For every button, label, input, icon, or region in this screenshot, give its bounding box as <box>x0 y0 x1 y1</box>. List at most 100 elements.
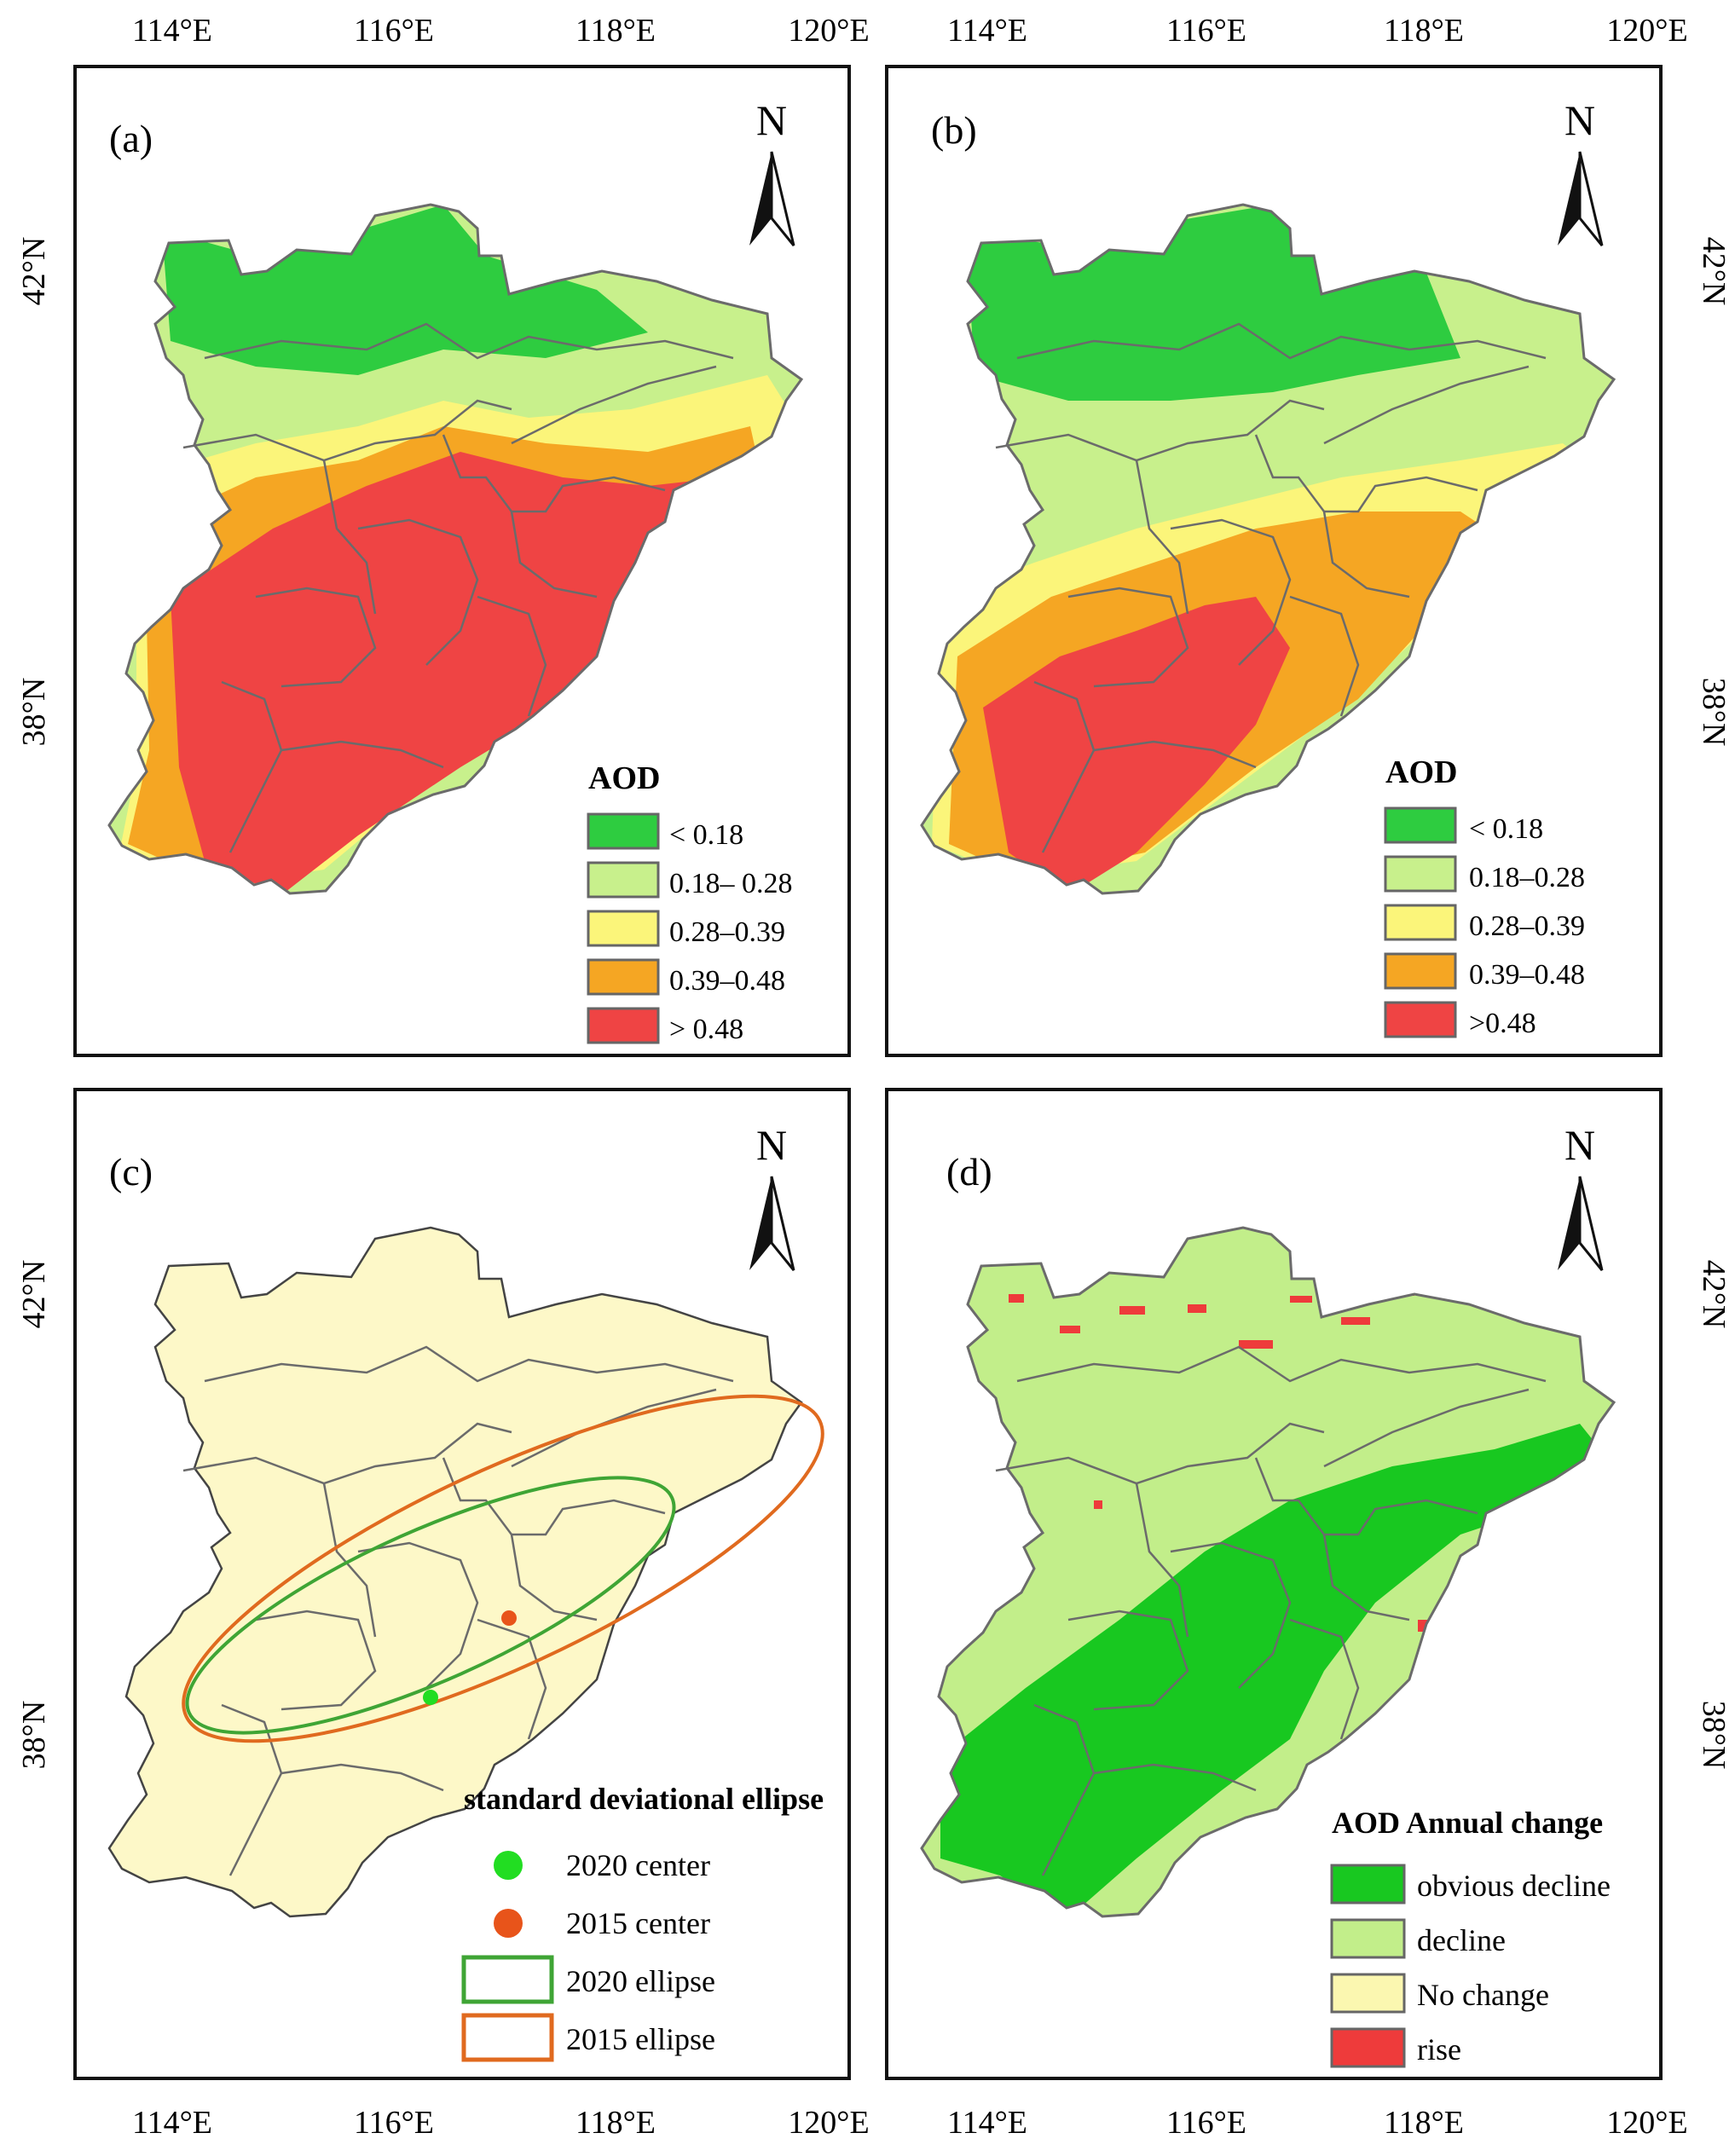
lon-tick: 120°E <box>1606 13 1687 49</box>
lon-tick: 118°E <box>1384 2105 1464 2141</box>
legend-swatch <box>461 1955 554 2004</box>
center-2015-marker <box>501 1610 517 1626</box>
legend-item: 2020 center <box>494 1848 710 1882</box>
legend-dot <box>494 1909 523 1938</box>
lon-tick: 114°E <box>132 13 212 49</box>
panel-a: (a) N AOD < 0.18 0.18– 0.28 0.28–0.39 0.… <box>73 65 851 1057</box>
legend-a: AOD < 0.18 0.18– 0.28 0.28–0.39 0.39–0.4… <box>587 760 793 1045</box>
panel-label: (a) <box>109 117 153 160</box>
legend-label: 0.28–0.39 <box>1469 910 1585 942</box>
legend-label: 2020 center <box>566 1848 710 1882</box>
legend-swatch <box>587 910 660 947</box>
legend-c: standard deviational ellipse 2020 center… <box>461 1782 824 2062</box>
legend-title: AOD <box>1385 754 1457 790</box>
legend-d: AOD Annual change obvious decline declin… <box>1330 1806 1611 2068</box>
legend-item: 0.39–0.48 <box>1384 952 1585 991</box>
ellipse-2020 <box>185 1476 676 1735</box>
legend-label: 0.18– 0.28 <box>669 868 793 899</box>
legend-label: >0.48 <box>1469 1008 1536 1039</box>
legend-item: 0.18– 0.28 <box>587 861 793 899</box>
ellipse-2015 <box>182 1394 824 1743</box>
lon-tick: 116°E <box>354 2105 434 2141</box>
top-longitude-ticks: 114°E 116°E 118°E 120°E 114°E 116°E 118°… <box>132 13 1688 49</box>
legend-swatch <box>1330 1973 1406 2014</box>
lon-tick: 120°E <box>788 2105 869 2141</box>
legend-label: 0.39–0.48 <box>669 965 785 997</box>
lon-tick: 116°E <box>1166 2105 1246 2141</box>
legend-item: decline <box>1330 1918 1506 1959</box>
lon-tick: 118°E <box>1384 13 1464 49</box>
legend-title: AOD Annual change <box>1332 1806 1603 1840</box>
legend-title: AOD <box>588 760 660 796</box>
center-2020-marker <box>423 1690 438 1705</box>
north-label: N <box>756 96 787 144</box>
legend-b: AOD < 0.18 0.18–0.28 0.28–0.39 0.39–0.48… <box>1384 754 1585 1039</box>
lat-tick: 42°N <box>16 1260 52 1329</box>
panel-label: (c) <box>109 1150 153 1194</box>
legend-label: > 0.48 <box>669 1014 743 1045</box>
panel-d: (d) N AOD Annual change obvious decline … <box>885 1088 1663 2080</box>
legend-swatch <box>1384 855 1457 893</box>
zone-gt-048 <box>171 452 725 893</box>
legend-swatch <box>587 1007 660 1044</box>
lon-tick: 120°E <box>788 13 869 49</box>
lat-tick: 42°N <box>1696 237 1732 306</box>
legend-label: 2015 center <box>566 1906 710 1940</box>
legend-item: No change <box>1330 1973 1549 2014</box>
legend-swatch <box>1384 952 1457 990</box>
legend-item: obvious decline <box>1330 1864 1611 1905</box>
legend-dot <box>494 1851 523 1880</box>
legend-swatch <box>587 958 660 996</box>
legend-swatch <box>1384 1001 1457 1038</box>
legend-item: 2015 center <box>494 1906 710 1940</box>
north-label: N <box>1564 96 1595 144</box>
lat-tick: 38°N <box>1696 678 1732 747</box>
north-label: N <box>1564 1121 1595 1169</box>
lat-tick: 38°N <box>16 1701 52 1770</box>
legend-swatch <box>1384 904 1457 941</box>
zone-lt-018 <box>162 205 648 375</box>
panel-c: (c) N standard deviational ellipse 2020 … <box>73 1088 851 2080</box>
legend-label: 2020 ellipse <box>566 1964 715 1998</box>
lon-tick: 118°E <box>575 2105 656 2141</box>
panel-label: (d) <box>946 1150 992 1194</box>
lon-tick: 116°E <box>1166 13 1246 49</box>
legend-item: >0.48 <box>1384 1001 1536 1039</box>
legend-item: 0.28–0.39 <box>1384 904 1585 942</box>
lon-tick: 120°E <box>1606 2105 1687 2141</box>
lat-tick: 38°N <box>16 678 52 747</box>
legend-item: 2020 ellipse <box>461 1955 715 2004</box>
lon-tick: 116°E <box>354 13 434 49</box>
legend-item: < 0.18 <box>587 812 743 851</box>
legend-label: No change <box>1417 1978 1549 2012</box>
legend-swatch <box>587 861 660 899</box>
legend-label: obvious decline <box>1417 1869 1611 1903</box>
legend-item: rise <box>1330 2027 1461 2068</box>
lat-tick: 38°N <box>1696 1701 1732 1770</box>
legend-label: decline <box>1417 1923 1506 1957</box>
lon-tick: 118°E <box>575 13 656 49</box>
legend-item: 0.18–0.28 <box>1384 855 1585 893</box>
left-latitude-ticks: 42°N 38°N 42°N 38°N <box>16 237 52 1770</box>
legend-item: > 0.48 <box>587 1007 743 1045</box>
legend-item: 0.39–0.48 <box>587 958 785 997</box>
legend-label: rise <box>1417 2032 1461 2066</box>
aod-map-a <box>109 205 801 893</box>
north-label: N <box>756 1121 787 1169</box>
legend-label: < 0.18 <box>669 819 743 851</box>
legend-label: 0.18–0.28 <box>1469 862 1585 893</box>
legend-label: 2015 ellipse <box>566 2022 715 2056</box>
panel-label: (b) <box>931 108 977 152</box>
legend-title: standard deviational ellipse <box>464 1782 824 1816</box>
legend-swatch <box>1330 2027 1406 2068</box>
legend-item: 0.28–0.39 <box>587 910 785 948</box>
bottom-longitude-ticks: 114°E 116°E 118°E 120°E 114°E 116°E 118°… <box>132 2105 1688 2141</box>
legend-label: < 0.18 <box>1469 813 1543 845</box>
legend-swatch <box>461 2013 554 2062</box>
legend-item: < 0.18 <box>1384 806 1543 845</box>
panel-b: (b) N AOD < 0.18 0.18–0.28 0.28–0.39 0.3… <box>885 65 1663 1057</box>
lat-tick: 42°N <box>1696 1260 1732 1329</box>
legend-label: 0.39–0.48 <box>1469 959 1585 991</box>
lon-tick: 114°E <box>947 2105 1027 2141</box>
